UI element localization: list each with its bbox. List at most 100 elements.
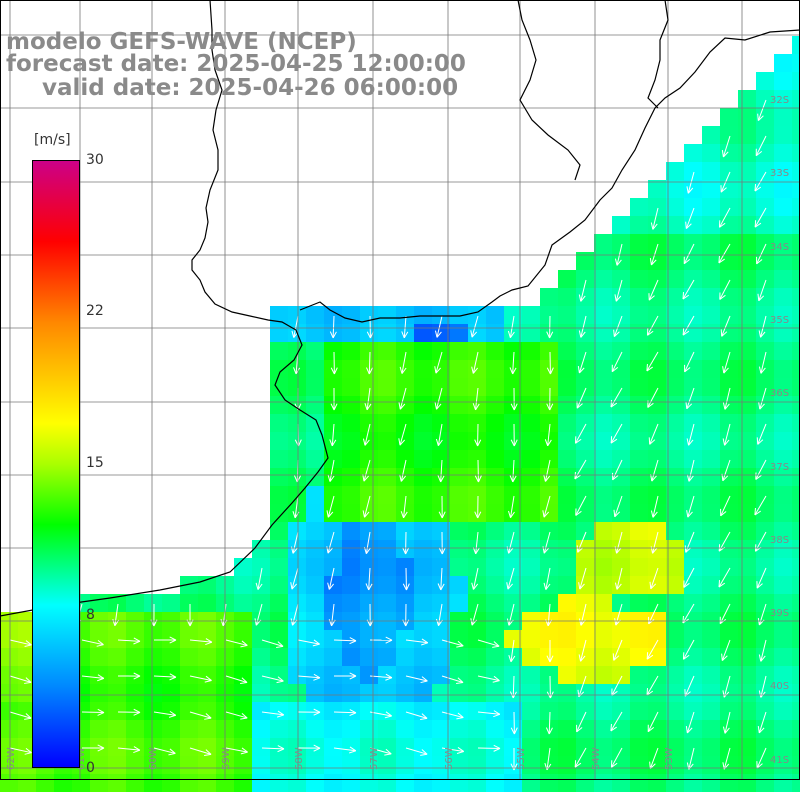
wind-arrow <box>545 711 553 735</box>
wind-cell <box>252 738 270 756</box>
wind-cell <box>288 648 306 666</box>
wind-cell <box>396 648 414 666</box>
wind-cell <box>486 774 504 792</box>
wind-cell <box>288 522 306 540</box>
wind-cell <box>378 558 396 576</box>
wind-cell <box>594 396 612 414</box>
wind-cell <box>702 756 720 774</box>
wind-cell <box>18 738 36 756</box>
wind-cell <box>450 324 468 342</box>
wind-cell <box>630 396 648 414</box>
wind-cell <box>756 198 774 216</box>
wind-cell <box>306 342 324 360</box>
wind-cell <box>522 324 540 342</box>
wind-arrow <box>365 567 373 591</box>
wind-cell <box>414 342 432 360</box>
wind-cell <box>684 720 702 738</box>
wind-cell <box>684 576 702 594</box>
wind-arrow <box>261 745 285 753</box>
wind-cell <box>684 180 702 198</box>
wind-cell <box>792 216 800 234</box>
wind-cell <box>792 522 800 540</box>
wind-arrow <box>754 495 767 516</box>
wind-cell <box>450 702 468 720</box>
wind-cell <box>666 576 684 594</box>
wind-cell <box>648 360 666 378</box>
wind-cell <box>270 558 288 576</box>
wind-cell <box>342 468 360 486</box>
wind-cell <box>558 756 576 774</box>
wind-cell <box>306 738 324 756</box>
wind-cell <box>558 360 576 378</box>
wind-cell <box>666 738 684 756</box>
wind-cell <box>792 288 800 306</box>
wind-cell <box>414 666 432 684</box>
wind-cell <box>270 378 288 396</box>
wind-cell <box>252 774 270 792</box>
wind-arrow <box>685 387 695 410</box>
wind-cell <box>306 432 324 450</box>
wind-cell <box>414 486 432 504</box>
wind-arrow <box>398 387 407 410</box>
wind-cell <box>108 720 126 738</box>
wind-cell <box>468 756 486 774</box>
wind-cell <box>414 522 432 540</box>
wind-arrow <box>225 639 248 648</box>
wind-cell <box>630 198 648 216</box>
wind-cell <box>612 666 630 684</box>
wind-cell <box>198 576 216 594</box>
wind-cell <box>234 720 252 738</box>
wind-cell <box>540 378 558 396</box>
wind-cell <box>378 414 396 432</box>
wind-cell <box>594 252 612 270</box>
wind-cell <box>306 540 324 558</box>
wind-cell <box>702 378 720 396</box>
wind-arrow <box>544 423 552 447</box>
wind-cell <box>720 666 738 684</box>
wind-cell <box>666 558 684 576</box>
wind-arrow <box>333 709 357 717</box>
wind-cell <box>630 360 648 378</box>
wind-cell <box>378 360 396 378</box>
colorbar-tick-30: 30 <box>86 152 104 168</box>
wind-arrow <box>474 495 482 519</box>
wind-cell <box>756 216 774 234</box>
wind-cell <box>450 468 468 486</box>
wind-cell <box>468 432 486 450</box>
colorbar-unit: [m/s] <box>34 132 71 148</box>
wind-cell <box>360 774 378 792</box>
wind-arrow <box>685 711 695 734</box>
wind-cell <box>576 774 594 792</box>
wind-cell <box>648 666 666 684</box>
wind-cell <box>720 306 738 324</box>
wind-cell <box>756 522 774 540</box>
wind-cell <box>540 486 558 504</box>
wind-cell <box>774 180 792 198</box>
wind-cell <box>648 414 666 432</box>
wind-cell <box>702 252 720 270</box>
wind-arrow <box>261 639 284 648</box>
wind-cell <box>774 72 792 90</box>
wind-cell <box>288 684 306 702</box>
wind-cell <box>432 702 450 720</box>
wind-cell <box>558 468 576 486</box>
wind-cell <box>720 288 738 306</box>
wind-cell <box>792 108 800 126</box>
wind-cell <box>288 720 306 738</box>
wind-arrow <box>434 387 443 410</box>
wind-cell <box>720 108 738 126</box>
wind-cell <box>180 720 198 738</box>
wind-cell <box>378 756 396 774</box>
wind-cell <box>612 342 630 360</box>
wind-cell <box>468 342 486 360</box>
wind-cell <box>702 666 720 684</box>
wind-arrow <box>441 675 464 685</box>
wind-cell <box>432 558 450 576</box>
wind-arrow <box>477 675 500 683</box>
wind-cell <box>342 666 360 684</box>
wind-cell <box>594 630 612 648</box>
wind-cell <box>288 558 306 576</box>
wind-arrow <box>9 675 32 684</box>
wind-arrow <box>576 711 587 733</box>
wind-cell <box>666 522 684 540</box>
